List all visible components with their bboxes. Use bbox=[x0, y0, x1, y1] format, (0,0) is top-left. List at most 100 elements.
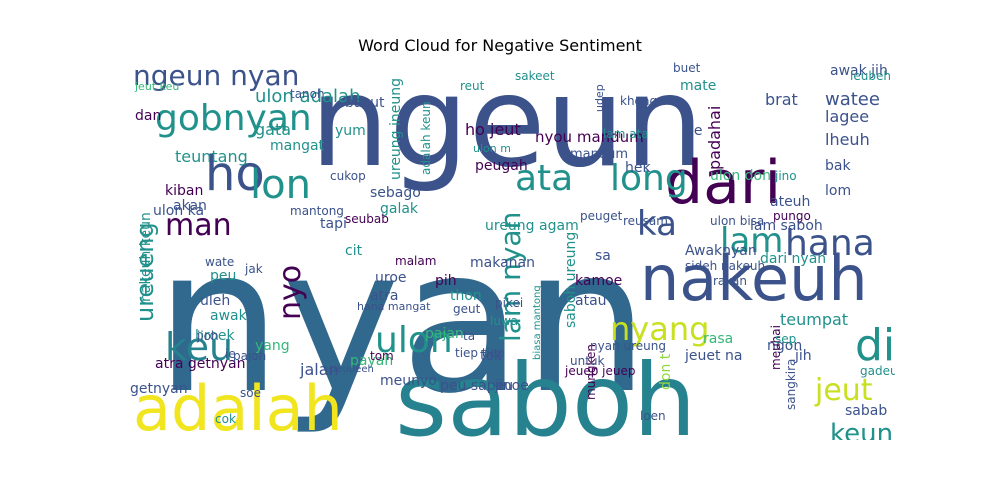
cloud-word: gadeuh bbox=[860, 364, 895, 378]
cloud-word: rakan bbox=[713, 274, 747, 288]
cloud-word: broek bbox=[195, 328, 236, 344]
cloud-word: adalah keun bbox=[419, 101, 433, 175]
cloud-word: lam bbox=[720, 221, 783, 261]
cloud-word: sebago bbox=[370, 185, 421, 201]
cloud-word: ulon m bbox=[473, 142, 511, 155]
cloud-word: ho bbox=[205, 146, 265, 202]
cloud-word: teuntang bbox=[175, 147, 248, 166]
cloud-word: lagee bbox=[825, 107, 869, 126]
cloud-word: yum bbox=[335, 123, 366, 139]
cloud-word: ulon don bbox=[710, 168, 771, 184]
cloud-word: yang bbox=[255, 338, 290, 354]
cloud-word: ngon bbox=[767, 338, 802, 354]
cloud-word: don t bbox=[658, 353, 674, 390]
cloud-word: payah bbox=[350, 353, 393, 369]
cloud-word: reusam bbox=[623, 214, 668, 228]
cloud-word: hana mangat bbox=[357, 300, 431, 313]
cloud-word: cit bbox=[345, 243, 363, 259]
cloud-word: jeuep jeuep bbox=[564, 364, 635, 378]
cloud-word: kiban bbox=[165, 183, 203, 199]
cloud-word: teumpat bbox=[780, 310, 848, 329]
cloud-word: saboh ureung bbox=[563, 232, 579, 328]
cloud-word: mangat bbox=[270, 138, 325, 154]
cloud-word: pajoh bbox=[233, 349, 266, 363]
cloud-word: jalan bbox=[299, 360, 339, 379]
cloud-word: pih bbox=[435, 273, 457, 289]
cloud-word: adalah bbox=[133, 372, 343, 440]
cloud-word: sakeet bbox=[515, 69, 555, 83]
cloud-word: tiep tiep bbox=[455, 346, 505, 360]
cloud-word: awak bbox=[210, 308, 248, 324]
cloud-word: ho jeut bbox=[465, 120, 521, 139]
cloud-word: makanan bbox=[470, 255, 535, 271]
cloud-word: dari nyan bbox=[760, 251, 826, 267]
cloud-word: le bbox=[690, 123, 703, 139]
cloud-word: biasa mantong bbox=[532, 285, 543, 360]
cloud-word: lom bbox=[825, 183, 851, 199]
cloud-word: atau bbox=[575, 293, 607, 309]
cloud-word: jinoe bbox=[494, 378, 529, 394]
cloud-word: ateuh bbox=[770, 194, 810, 210]
cloud-word: soe bbox=[240, 386, 261, 400]
cloud-word: keu bbox=[165, 325, 233, 369]
cloud-word: hana bbox=[785, 223, 875, 264]
cloud-word: tom bbox=[370, 349, 394, 363]
cloud-word: mandum bbox=[570, 147, 628, 162]
cloud-word: nyang bbox=[610, 310, 709, 348]
cloud-word: dan bbox=[135, 108, 161, 124]
cloud-word: uroe bbox=[375, 270, 407, 286]
cloud-word: reut bbox=[460, 79, 485, 93]
cloud-word: Awaknyan bbox=[685, 243, 757, 259]
cloud-word: ulon ka bbox=[153, 203, 204, 219]
cloud-word: di bbox=[855, 320, 895, 371]
cloud-word: sideh nakeuh bbox=[685, 259, 765, 273]
cloud-word: untuk bbox=[570, 354, 605, 368]
cloud-word: na bbox=[725, 348, 742, 364]
cloud-word: lon bbox=[250, 162, 311, 208]
cloud-word: kamoe bbox=[575, 273, 622, 289]
cloud-word: buet bbox=[673, 61, 701, 75]
cloud-word: jeut keu bbox=[134, 80, 179, 93]
cloud-word: peuget bbox=[580, 209, 623, 223]
cloud-word: thon bbox=[450, 288, 482, 304]
cloud-word: peu bbox=[210, 268, 236, 284]
cloud-word: jino bbox=[774, 169, 797, 183]
cloud-word: udep bbox=[593, 84, 606, 112]
cloud-word: ureung ineung bbox=[388, 78, 404, 180]
cloud-word: nyo bbox=[273, 265, 308, 320]
cloud-word: luwa bbox=[490, 314, 518, 328]
cloud-word: atra getnyan bbox=[155, 356, 245, 372]
cloud-word: padahai bbox=[705, 106, 724, 170]
cloud-word: mungken bbox=[584, 344, 598, 400]
cloud-word: pikei bbox=[495, 296, 523, 310]
cloud-word: peugah bbox=[475, 158, 528, 174]
cloud-word: watee bbox=[825, 89, 880, 110]
cloud-word: geut bbox=[453, 302, 481, 316]
cloud-word: peu sapeu bbox=[440, 378, 513, 394]
cloud-word: ulon adalah bbox=[255, 86, 360, 107]
cloud-word: lam saboh bbox=[750, 218, 823, 234]
cloud-word: cukop bbox=[330, 169, 366, 183]
cloud-word: jioh bbox=[196, 329, 219, 343]
cloud-word: ulon bisa bbox=[710, 214, 764, 228]
cloud-word: brat bbox=[765, 90, 798, 109]
cloud-word: hek bbox=[625, 160, 651, 176]
cloud-word: leubeh bbox=[850, 69, 891, 83]
cloud-word: seubab bbox=[345, 212, 389, 226]
cloud-word: ata bbox=[515, 158, 573, 199]
cloud-word: ie bbox=[225, 347, 236, 361]
cloud-word: meunyo bbox=[380, 373, 437, 389]
cloud-word: cok bbox=[215, 412, 236, 426]
cloud-word: nakeuh keun bbox=[138, 212, 154, 302]
cloud-word: gobnyan bbox=[155, 98, 312, 139]
cloud-word: pajan bbox=[425, 326, 464, 342]
cloud-word: nyan ureung bbox=[590, 339, 666, 353]
cloud-word: gata bbox=[255, 120, 291, 139]
cloud-word: ngeun nyan bbox=[133, 60, 299, 92]
cloud-word: saboh bbox=[395, 342, 696, 440]
cloud-word: ureueng bbox=[131, 222, 159, 322]
cloud-word: lam ata bbox=[603, 127, 649, 141]
cloud-word: jeut bbox=[814, 373, 873, 408]
